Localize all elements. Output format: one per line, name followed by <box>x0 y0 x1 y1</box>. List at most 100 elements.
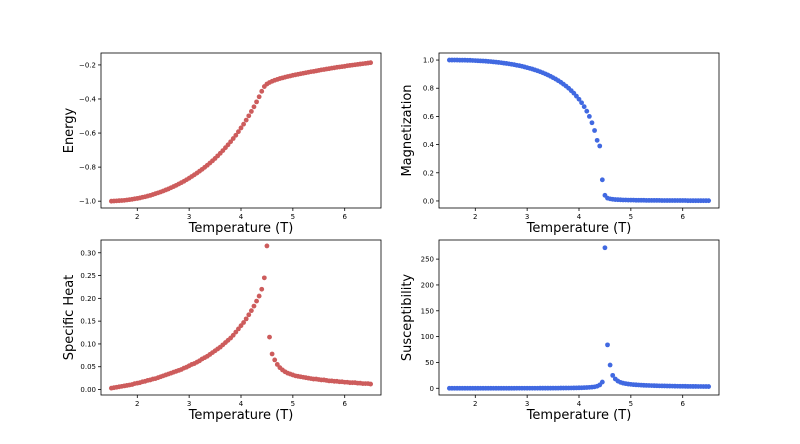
energy-y-axis-label: Energy <box>62 107 77 153</box>
specific-heat-point <box>272 357 278 363</box>
specific-heat-point <box>264 243 270 249</box>
susceptibility-points <box>446 245 712 391</box>
magnetization-y-tick-label: 0.8 <box>423 85 434 93</box>
magnetization-point <box>597 143 603 149</box>
specific-heat-point <box>241 320 246 325</box>
specific-heat-point <box>274 362 280 367</box>
magnetization-point <box>589 120 595 126</box>
magnetization-point <box>579 100 584 106</box>
susceptibility-y-axis-label: Susceptibility <box>400 274 415 362</box>
specific-heat-y-tick-label: 0.00 <box>80 386 96 394</box>
energy-chart: 2 3 4 5 6 −1.0 −0.8 −0.6 −0.4 −0.2 Temperature (T)… <box>62 52 382 236</box>
specific-heat-y-axis-label: Specific Heat <box>62 275 77 361</box>
susceptibility-y-tick-label: 50 <box>425 359 434 367</box>
energy-point <box>236 129 241 135</box>
magnetization-y-tick-label: 0.0 <box>423 197 434 205</box>
magnetization-point <box>706 198 712 204</box>
energy-x-tick-label: 4 <box>239 213 244 221</box>
specific-heat-x-tick-label: 3 <box>187 400 191 408</box>
energy-point <box>230 136 236 141</box>
magnetization-chart: 2 3 4 5 6 0.0 0.2 0.4 0.6 0.8 1.0 Temperature (T) Ma… <box>400 52 720 236</box>
specific-heat-y-tick-label: 0.05 <box>80 363 96 371</box>
specific-heat-point <box>233 329 239 335</box>
energy-y-tick-label: −0.8 <box>79 164 96 172</box>
energy-x-tick-label: 5 <box>291 213 295 221</box>
specific-heat-point <box>256 293 262 299</box>
energy-point <box>241 121 246 127</box>
magnetization-point <box>599 177 605 183</box>
specific-heat-point <box>230 332 236 338</box>
magnetization-x-tick-label: 2 <box>473 213 477 221</box>
energy-point <box>238 125 244 131</box>
specific-heat-x-tick-label: 4 <box>239 400 244 408</box>
energy-axes-frame <box>100 52 382 209</box>
specific-heat-point <box>243 316 249 322</box>
magnetization-point <box>584 108 590 114</box>
energy-points <box>108 60 374 204</box>
susceptibility-x-tick-label: 5 <box>629 400 633 408</box>
susceptibility-point <box>706 384 712 389</box>
energy-x-tick-label: 2 <box>135 213 139 221</box>
susceptibility-x-tick-label: 2 <box>473 400 477 408</box>
specific-heat-point <box>238 323 244 329</box>
energy-point <box>251 104 257 110</box>
specific-heat-point <box>261 275 267 281</box>
energy-point <box>228 139 234 145</box>
magnetization-x-tick-label: 6 <box>680 213 685 221</box>
magnetization-point <box>586 114 592 119</box>
susceptibility-x-tick-label: 3 <box>525 400 529 408</box>
susceptibility-chart: 2 3 4 5 6 0 50 100 150 200 250 Temperature (T) Susce… <box>400 239 720 423</box>
magnetization-x-axis-label: Temperature (T) <box>526 221 632 236</box>
specific-heat-y-tick-label: 0.20 <box>80 295 96 303</box>
specific-heat-point <box>267 334 272 340</box>
susceptibility-y-tick-label: 200 <box>421 281 434 289</box>
energy-x-tick-label: 6 <box>342 213 347 221</box>
energy-x-tick-label: 3 <box>187 213 191 221</box>
magnetization-y-tick-label: 1.0 <box>423 57 434 65</box>
specific-heat-point <box>236 326 241 332</box>
energy-point <box>246 113 252 119</box>
magnetization-point <box>576 96 582 102</box>
susceptibility-axes-frame <box>438 239 720 396</box>
specific-heat-y-tick-label: 0.25 <box>80 272 96 280</box>
magnetization-point <box>581 104 587 110</box>
susceptibility-point <box>607 362 613 368</box>
susceptibility-y-tick-label: 100 <box>421 333 434 341</box>
specific-heat-point <box>254 298 259 304</box>
energy-point <box>259 88 265 94</box>
susceptibility-y-tick-label: 250 <box>421 256 434 264</box>
specific-heat-chart: 2 3 4 5 6 0.00 0.05 0.10 0.15 0.20 0.25 0.30 Tempera… <box>62 239 382 423</box>
specific-heat-point <box>269 351 275 357</box>
magnetization-y-axis-label: Magnetization <box>400 84 415 176</box>
energy-y-tick-label: −0.2 <box>79 61 96 69</box>
magnetization-y-tick-label: 0.2 <box>423 169 434 177</box>
susceptibility-point <box>610 372 616 378</box>
magnetization-points <box>446 57 712 204</box>
specific-heat-y-tick-label: 0.30 <box>80 249 96 257</box>
energy-y-tick-label: −1.0 <box>79 198 96 206</box>
energy-x-axis-label: Temperature (T) <box>188 221 294 236</box>
specific-heat-point <box>248 308 254 314</box>
susceptibility-x-tick-label: 4 <box>577 400 582 408</box>
magnetization-axes-frame <box>438 52 720 209</box>
magnetization-point <box>594 137 600 143</box>
energy-point <box>243 117 249 123</box>
magnetization-x-tick-label: 4 <box>577 213 582 221</box>
energy-point <box>254 99 259 105</box>
specific-heat-x-tick-label: 5 <box>291 400 295 408</box>
susceptibility-y-tick-label: 0 <box>430 385 434 393</box>
susceptibility-x-tick-label: 6 <box>680 400 685 408</box>
energy-y-tick-label: −0.6 <box>79 130 97 138</box>
specific-heat-point <box>251 303 257 309</box>
specific-heat-y-tick-label: 0.15 <box>80 318 96 326</box>
energy-y-tick-label: −0.4 <box>79 95 97 103</box>
energy-point <box>256 94 262 100</box>
specific-heat-x-tick-label: 6 <box>342 400 347 408</box>
energy-point <box>368 60 374 66</box>
specific-heat-point <box>368 381 374 387</box>
specific-heat-x-tick-label: 2 <box>135 400 139 408</box>
susceptibility-point <box>602 245 608 251</box>
energy-point <box>248 109 254 114</box>
magnetization-y-tick-label: 0.6 <box>423 113 435 121</box>
